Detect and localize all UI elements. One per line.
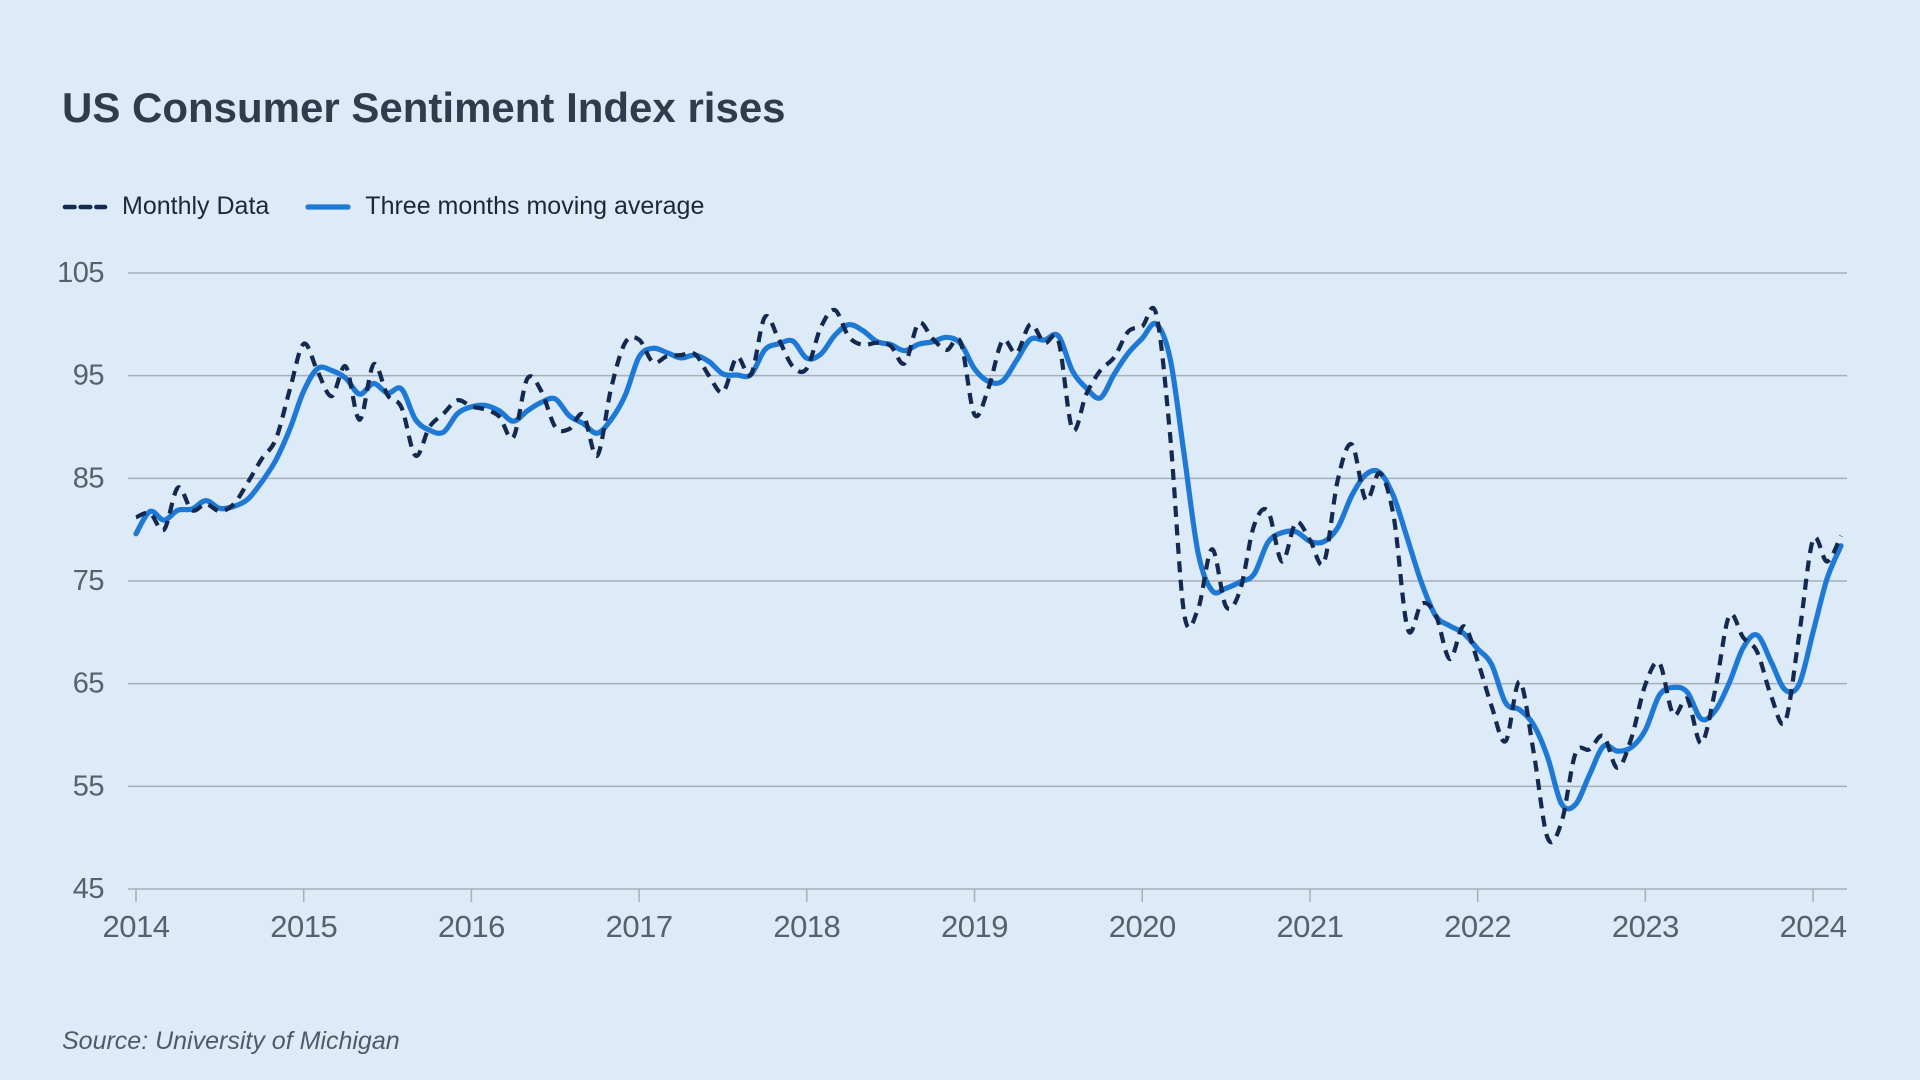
dashed-line-swatch <box>62 204 108 209</box>
monthly-series-path <box>135 305 1843 845</box>
x-axis-label: 2024 <box>1780 909 1847 944</box>
legend-item-monthly: Monthly Data <box>62 192 269 221</box>
solid-line-swatch <box>305 203 351 210</box>
x-axis-label: 2014 <box>103 909 170 944</box>
source-note: Source: University of Michigan <box>62 1027 400 1055</box>
y-axis-label: 65 <box>73 668 104 700</box>
x-axis-label: 2018 <box>773 909 840 944</box>
y-axis-label: 75 <box>73 565 104 597</box>
y-axis-label: 85 <box>73 462 104 494</box>
y-axis-label: 55 <box>73 770 104 802</box>
legend-item-average: Three months moving average <box>305 192 704 221</box>
x-axis-label: 2015 <box>270 909 337 944</box>
x-axis-label: 2023 <box>1612 909 1679 944</box>
x-axis-label: 2021 <box>1276 909 1343 944</box>
moving-average-path <box>133 320 1844 812</box>
x-axis-label: 2017 <box>606 909 673 944</box>
x-axis-label: 2019 <box>941 909 1008 944</box>
legend: Monthly Data Three months moving average <box>62 192 704 221</box>
legend-label-average: Three months moving average <box>365 192 705 220</box>
x-axis-label: 2020 <box>1109 909 1176 944</box>
y-axis-label: 95 <box>73 360 104 392</box>
legend-label-monthly: Monthly Data <box>122 192 270 220</box>
x-axis-label: 2022 <box>1444 909 1511 944</box>
y-axis-label: 45 <box>73 873 104 905</box>
y-axis-label: 105 <box>57 257 104 289</box>
x-axis-label: 2016 <box>438 909 505 944</box>
chart-title: US Consumer Sentiment Index rises <box>62 84 786 132</box>
